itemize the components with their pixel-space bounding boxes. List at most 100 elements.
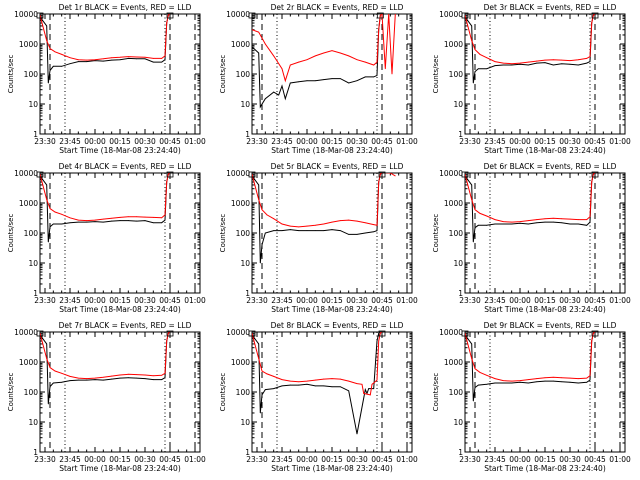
y-tick-label: 1: [245, 289, 250, 298]
x-tick-label: 00:15: [534, 296, 556, 305]
events-point: [561, 222, 563, 224]
y-axis-label: Counts/sec: [7, 214, 15, 253]
events-point: [119, 220, 121, 221]
lld-point: [373, 224, 375, 226]
x-tick-label: 00:00: [84, 296, 106, 305]
saturation-marker: [591, 171, 599, 178]
lld-point: [474, 49, 476, 51]
x-tick-label: 23:45: [271, 137, 293, 146]
lld-point: [348, 219, 350, 221]
events-point: [144, 220, 146, 221]
events-point: [127, 377, 129, 379]
x-tick-label: 00:30: [346, 296, 368, 305]
lld-point: [252, 173, 253, 175]
events-point: [264, 389, 266, 391]
y-axis-label: Counts/sec: [432, 373, 440, 412]
events-point: [536, 381, 538, 383]
y-tick-label: 10: [453, 100, 463, 109]
lld-point: [577, 378, 579, 379]
lld-point: [486, 215, 488, 217]
lld-point: [152, 58, 154, 59]
y-tick-label: 100: [449, 70, 464, 79]
events-point: [474, 71, 476, 73]
events-point: [356, 80, 358, 82]
lld-point: [46, 40, 48, 41]
plot-area: [465, 332, 621, 452]
x-tick-label: 00:00: [296, 137, 318, 146]
events-point: [136, 58, 138, 60]
events-point: [364, 232, 366, 234]
events-point: [471, 184, 473, 186]
x-tick-label: 01:00: [609, 296, 631, 305]
lld-point: [166, 22, 168, 24]
events-point: [94, 379, 96, 380]
panel-det-3: Det 3r BLACK = Events, RED = LLD 1 10 100 10…: [432, 3, 631, 155]
events-point: [552, 380, 554, 382]
events-point: [52, 382, 54, 384]
lld-point: [465, 332, 466, 334]
events-point: [111, 220, 113, 222]
plot-area: [252, 14, 408, 134]
lld-point: [471, 199, 473, 200]
lld-point: [49, 367, 51, 369]
lld-point: [127, 216, 129, 218]
events-point: [281, 385, 283, 387]
events-point: [376, 230, 378, 232]
events-point: [589, 221, 591, 223]
y-axis-label: Counts/sec: [432, 55, 440, 94]
x-tick-label: 00:30: [559, 296, 581, 305]
events-series-line: [465, 332, 596, 402]
lld-point: [519, 221, 521, 222]
saturation-marker: [36, 330, 44, 337]
lld-point: [261, 370, 263, 372]
lld-point: [394, 175, 396, 177]
lld-point: [591, 181, 593, 183]
lld-point: [479, 213, 481, 214]
x-axis-label: Start Time (18-Mar-08 23:24:40): [59, 146, 181, 155]
events-point: [259, 106, 261, 108]
lld-point: [323, 52, 325, 54]
lld-point: [144, 216, 146, 218]
lld-point: [54, 51, 56, 53]
events-point: [569, 63, 571, 65]
x-axis-label: Start Time (18-Mar-08 23:24:40): [484, 146, 606, 155]
lld-point: [527, 61, 529, 63]
x-tick-label: 23:45: [271, 455, 293, 464]
lld-point: [127, 373, 129, 375]
x-tick-label: 01:00: [609, 137, 631, 146]
saturation-marker: [591, 12, 599, 19]
x-axis-label: Start Time (18-Mar-08 23:24:40): [484, 464, 606, 473]
lld-point: [486, 374, 488, 376]
lld-point: [289, 380, 291, 382]
x-axis-label: Start Time (18-Mar-08 23:24:40): [484, 305, 606, 314]
lld-point: [364, 61, 366, 63]
events-point: [289, 229, 291, 230]
events-point: [136, 220, 138, 222]
events-point: [561, 381, 563, 383]
events-series-line: [252, 15, 381, 109]
x-tick-label: 00:15: [321, 296, 343, 305]
panel-det-7: Det 7r BLACK = Events, RED = LLD 1 10 100 10…: [7, 321, 206, 473]
lld-point: [536, 378, 538, 379]
lld-point: [479, 372, 481, 373]
lld-point: [474, 209, 476, 211]
x-tick-label: 00:45: [371, 296, 393, 305]
lld-point: [348, 380, 350, 382]
lld-point: [152, 217, 154, 218]
events-point: [306, 383, 308, 385]
events-point: [552, 64, 554, 66]
y-tick-label: 10000: [226, 10, 250, 19]
x-tick-label: 00:45: [371, 137, 393, 146]
events-point: [502, 223, 504, 225]
x-tick-label: 00:00: [509, 137, 531, 146]
events-point: [474, 227, 476, 229]
events-point: [102, 221, 104, 223]
lld-point: [119, 217, 121, 218]
lld-point: [356, 383, 358, 385]
events-point: [364, 76, 366, 78]
events-series-line: [252, 173, 383, 264]
x-tick-label: 23:30: [34, 455, 56, 464]
lld-point: [378, 181, 380, 183]
events-point: [331, 78, 333, 80]
lld-point: [119, 56, 121, 58]
